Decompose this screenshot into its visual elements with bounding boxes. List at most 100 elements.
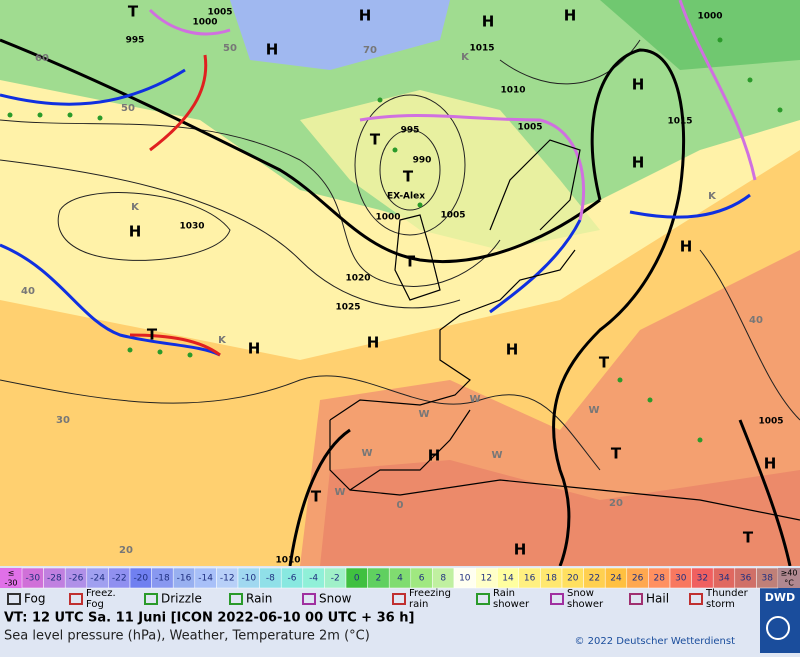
- scale-value: -16: [177, 574, 192, 584]
- isobar: [699, 249, 800, 421]
- scale-value: 38: [761, 574, 773, 584]
- scale-value: -12: [220, 574, 235, 584]
- scale-value: 18: [545, 574, 557, 584]
- map-label: 50: [223, 43, 237, 54]
- legend-label: Fog: [24, 592, 45, 606]
- scale-value: 12: [481, 574, 492, 584]
- map-label: K: [218, 335, 227, 346]
- map-label: 1015: [469, 44, 494, 54]
- map-label: 1000: [697, 12, 722, 22]
- legend-icon: [629, 593, 643, 605]
- map-label: T: [311, 488, 322, 506]
- scale-value: -26: [69, 574, 84, 584]
- scale-value: -18: [155, 574, 170, 584]
- cold-front: [629, 193, 751, 219]
- isobars: [0, 39, 800, 471]
- map-label: 1015: [667, 117, 692, 127]
- map-label: H: [514, 541, 527, 559]
- legend-label: Fog: [86, 599, 104, 610]
- isobar: [0, 119, 501, 287]
- scale-value: 26: [632, 574, 644, 584]
- legend-label: Freez.: [86, 588, 116, 599]
- map-label: H: [632, 154, 645, 172]
- map-label: 20: [609, 498, 623, 509]
- map-label: H: [764, 455, 777, 473]
- map-label: 1005: [207, 8, 232, 18]
- map-label: 20: [119, 545, 133, 556]
- cold-front: [489, 219, 582, 314]
- legend-label: Rain: [493, 588, 515, 599]
- isobar: [57, 192, 231, 261]
- scale-value: -14: [198, 574, 213, 584]
- map-label: 60: [35, 53, 49, 64]
- map-label: 1030: [179, 222, 204, 232]
- scale-value: 6: [419, 574, 425, 584]
- isobar: [0, 375, 601, 471]
- map-label: 995: [401, 126, 420, 136]
- scale-low-symbol: ≤: [8, 569, 15, 578]
- legend-label: Snow: [567, 588, 594, 599]
- map-label: K: [131, 202, 140, 213]
- cold-front: [0, 68, 186, 106]
- map-label: 1005: [440, 211, 465, 221]
- scale-value: 28: [653, 574, 665, 584]
- map-label: H: [428, 447, 441, 465]
- scale-value: -8: [266, 574, 275, 584]
- map-label: 50: [121, 103, 135, 114]
- coastline: [489, 139, 581, 231]
- scale-value: 30: [675, 574, 687, 584]
- valid-time: VT: 12 UTC Sa. 11 Juni [ICON 2022-06-10 …: [4, 611, 414, 626]
- map-label: T: [743, 529, 754, 547]
- scale-value: 32: [697, 574, 708, 584]
- scale-value: 8: [440, 574, 446, 584]
- coastlines: [329, 139, 800, 521]
- isobar: [354, 94, 466, 236]
- map-label: 40: [749, 315, 763, 326]
- scale-high-unit: °C: [784, 579, 794, 588]
- isobar: [288, 428, 351, 566]
- scale-high-cell: [778, 568, 800, 588]
- cool-zone: [600, 0, 800, 70]
- legend-label: shower: [493, 599, 530, 610]
- map-label: T: [405, 253, 416, 271]
- legend-label: Drizzle: [161, 592, 202, 606]
- scale-value: -22: [112, 574, 127, 584]
- warm-front: [149, 54, 208, 152]
- warm-front: [129, 333, 221, 357]
- isobar: [738, 419, 792, 566]
- scale-value: 24: [610, 574, 622, 584]
- scale-value: -30: [25, 574, 40, 584]
- map-label: 1010: [275, 556, 300, 566]
- scale-value: -20: [133, 574, 148, 584]
- map-label: 1025: [335, 303, 360, 313]
- legend-icon: [69, 593, 83, 605]
- map-label: 1000: [192, 18, 217, 28]
- scale-value: 2: [376, 574, 382, 584]
- legend-label: Thunder: [705, 588, 749, 599]
- scale-value: -10: [241, 574, 256, 584]
- map-label: W: [491, 450, 502, 461]
- map-label: H: [506, 341, 519, 359]
- map-label: W: [361, 448, 372, 459]
- legend-icon: [392, 593, 406, 605]
- scale-value: -24: [90, 574, 105, 584]
- scale-value: -2: [331, 574, 340, 584]
- legend-icon: [689, 593, 703, 605]
- map-label: W: [418, 409, 429, 420]
- legend-label: Freezing: [409, 588, 451, 599]
- legend-icon: [229, 593, 243, 605]
- copyright: © 2022 Deutscher Wetterdienst: [574, 636, 735, 647]
- coastline: [329, 249, 576, 421]
- description: Sea level pressure (hPa), Weather, Tempe…: [4, 629, 370, 644]
- map-label: T: [599, 354, 610, 372]
- map-label: EX-Alex: [387, 192, 425, 202]
- coastline: [349, 479, 800, 521]
- map-label: 40: [21, 286, 35, 297]
- legend-icon: [144, 593, 158, 605]
- logo-text: DWD: [765, 591, 795, 604]
- map-label: H: [482, 13, 495, 31]
- map-label: 0: [397, 500, 404, 511]
- map-label: H: [564, 7, 577, 25]
